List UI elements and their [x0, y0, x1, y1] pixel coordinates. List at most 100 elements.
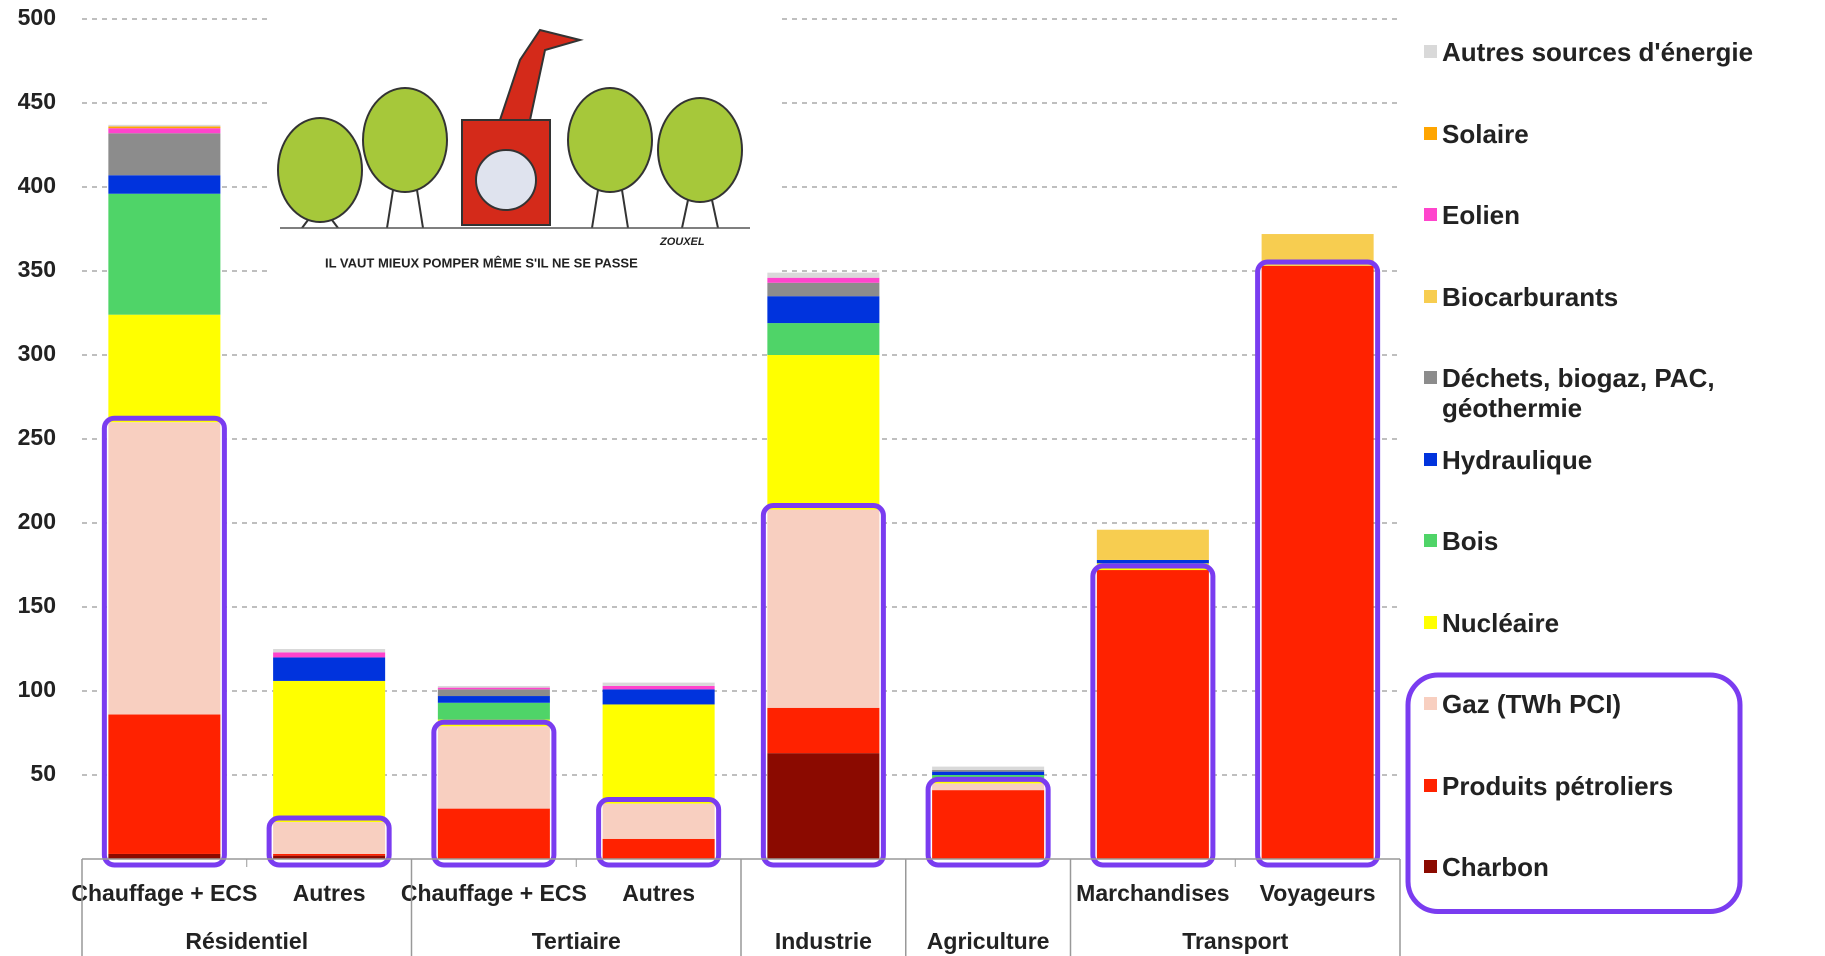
y-tick-label: 350 — [18, 256, 56, 282]
bar-segment — [603, 804, 715, 839]
legend-swatch — [1424, 453, 1437, 466]
bar-segment — [273, 681, 385, 822]
bar-segment — [1097, 530, 1209, 560]
legend-label: Autres sources d'énergie — [1442, 37, 1802, 67]
bar-segment — [932, 783, 1044, 790]
cartoon: ZOUXEL IL VAUT MIEUX POMPER MÊME S'IL NE … — [267, 0, 779, 284]
y-tick-label: 500 — [18, 4, 56, 30]
x-tick-label: Chauffage + ECS — [401, 880, 587, 906]
legend-label: Déchets, biogaz, PAC, géothermie — [1442, 363, 1802, 423]
bar-segment — [767, 753, 879, 859]
x-tick-label: Autres — [293, 880, 366, 906]
bar-segment — [932, 790, 1044, 859]
legend-label: Charbon — [1442, 852, 1802, 882]
legend-item: Bois — [1424, 526, 1824, 556]
y-tick-label: 50 — [30, 760, 56, 786]
cartoon-figure — [363, 88, 447, 192]
bar-segment — [438, 703, 550, 720]
bar-segment — [603, 689, 715, 704]
page: 50 100 150 200 250 300 350 400 450 500 ZOUXEL IL VA… — [0, 0, 1825, 956]
bar-segment — [273, 652, 385, 657]
bar-segment — [108, 127, 220, 129]
bar-segment — [767, 355, 879, 510]
cartoon-signature: ZOUXEL — [659, 236, 705, 248]
bar-segment — [273, 822, 385, 854]
legend-swatch — [1424, 779, 1437, 792]
legend-item: Déchets, biogaz, PAC, géothermie — [1424, 363, 1824, 423]
group-label: Agriculture — [927, 928, 1050, 954]
x-tick-label: Marchandises — [1076, 880, 1229, 906]
legend-item: Produits pétroliers — [1424, 771, 1824, 801]
bar-segment — [438, 686, 550, 688]
cartoon-dial — [476, 150, 536, 210]
bar-segment — [108, 422, 220, 714]
bar-segment — [932, 772, 1044, 775]
bar-segment — [1097, 560, 1209, 563]
y-tick-label: 400 — [18, 172, 56, 198]
cartoon-figure — [658, 98, 742, 202]
bar-segment — [932, 767, 1044, 770]
y-tick-label: 450 — [18, 88, 56, 114]
legend-swatch — [1424, 534, 1437, 547]
y-tick-label: 250 — [18, 424, 56, 450]
legend-swatch — [1424, 290, 1437, 303]
bar-segment — [438, 688, 550, 690]
legend-swatch — [1424, 127, 1437, 140]
legend-item: Autres sources d'énergie — [1424, 37, 1824, 67]
legend-label: Biocarburants — [1442, 282, 1802, 312]
bar-segment — [108, 315, 220, 423]
legend-swatch — [1424, 208, 1437, 221]
y-tick-label: 150 — [18, 592, 56, 618]
x-tick-label: Chauffage + ECS — [71, 880, 257, 906]
legend-swatch — [1424, 697, 1437, 710]
bar-segment — [438, 696, 550, 703]
bar-segment — [108, 133, 220, 175]
bar-segment — [108, 175, 220, 193]
y-tick-label: 300 — [18, 340, 56, 366]
bar-segment — [603, 704, 715, 803]
bar-segment — [767, 283, 879, 296]
legend-label: Solaire — [1442, 119, 1802, 149]
cartoon-figure — [568, 88, 652, 192]
bar-segment — [603, 683, 715, 686]
cartoon-caption: IL VAUT MIEUX POMPER MÊME S'IL NE SE PAS… — [325, 255, 638, 270]
bar-segment — [767, 296, 879, 323]
group-label: Industrie — [775, 928, 872, 954]
bar-segment — [1097, 570, 1209, 859]
bar-segment — [603, 686, 715, 689]
x-tick-label: Autres — [622, 880, 695, 906]
bar-segment — [108, 128, 220, 133]
bar-segment — [273, 649, 385, 652]
legend-label: Produits pétroliers — [1442, 771, 1802, 801]
bar-segment — [767, 708, 879, 753]
bar-segment — [767, 273, 879, 278]
bar-segment — [438, 726, 550, 808]
bar-segment — [767, 323, 879, 355]
group-label: Tertiaire — [532, 928, 621, 954]
x-tick-label: Voyageurs — [1260, 880, 1376, 906]
legend-label: Bois — [1442, 526, 1802, 556]
group-label: Transport — [1182, 928, 1288, 954]
y-tick-label: 200 — [18, 508, 56, 534]
legend-swatch — [1424, 860, 1437, 873]
legend-swatch — [1424, 616, 1437, 629]
bar-segment — [273, 657, 385, 681]
group-label: Résidentiel — [185, 928, 308, 954]
bar-segment — [1262, 266, 1374, 859]
cartoon-figure — [278, 118, 362, 222]
legend-item: Nucléaire — [1424, 608, 1824, 638]
legend-item: Gaz (TWh PCI) — [1424, 689, 1824, 719]
legend-label: Gaz (TWh PCI) — [1442, 689, 1802, 719]
legend-label: Nucléaire — [1442, 608, 1802, 638]
bar-segment — [108, 715, 220, 854]
legend-item: Biocarburants — [1424, 282, 1824, 312]
bar-segment — [108, 854, 220, 859]
legend-swatch — [1424, 371, 1437, 384]
bar-segment — [108, 194, 220, 315]
bar-segment — [603, 839, 715, 859]
bar-segment — [273, 854, 385, 856]
y-tick-label: 100 — [18, 676, 56, 702]
legend-item: Hydraulique — [1424, 445, 1824, 475]
legend-label: Eolien — [1442, 200, 1802, 230]
legend-swatch — [1424, 45, 1437, 58]
